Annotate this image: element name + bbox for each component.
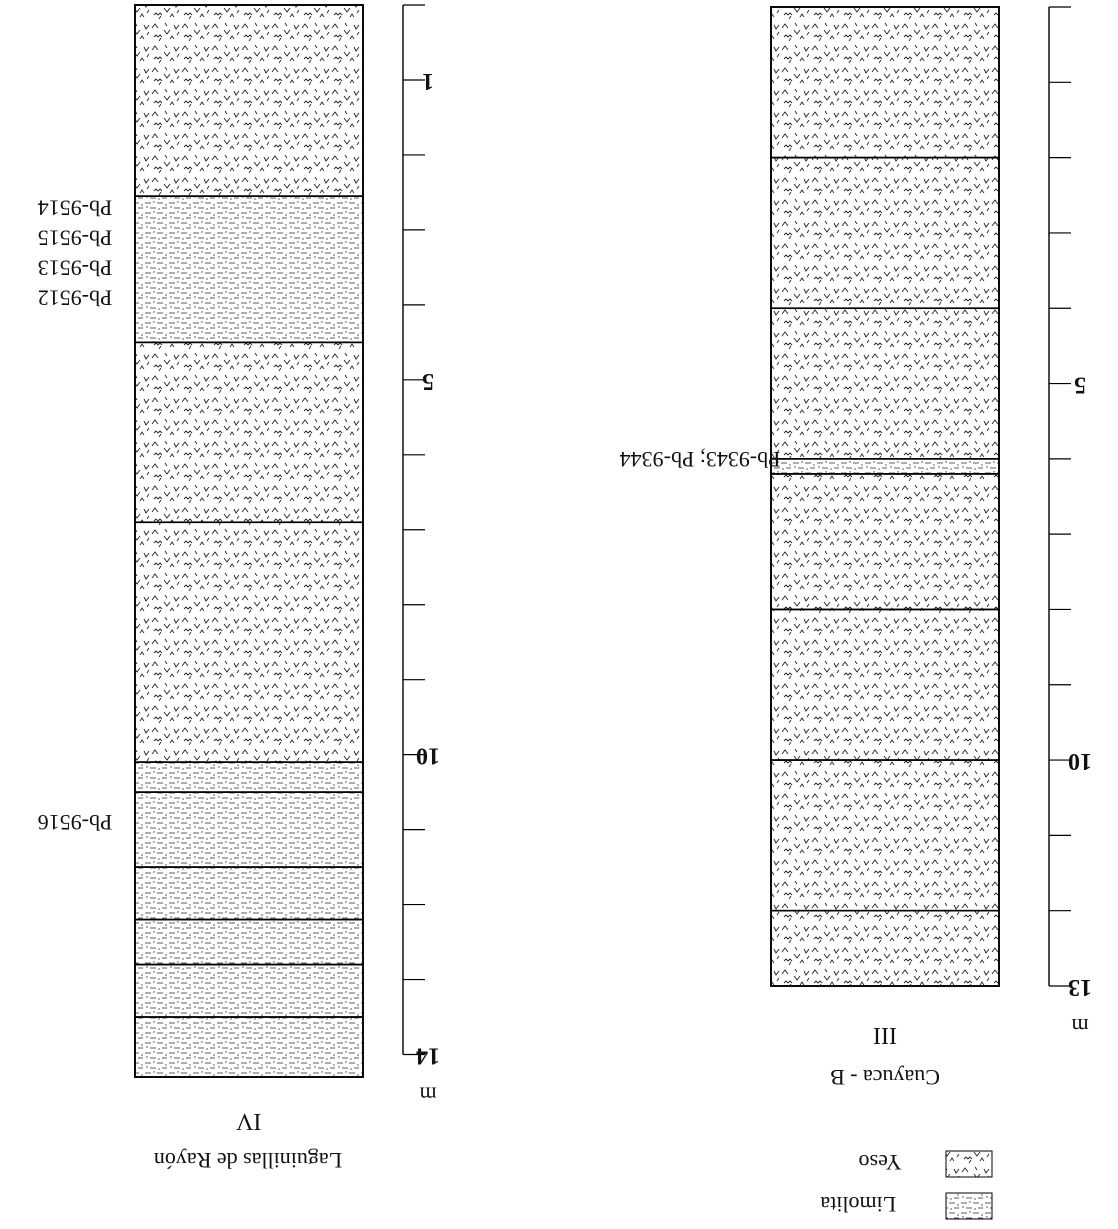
column-iv-layer-limolita (134, 791, 364, 868)
depth-unit-label: m (1071, 1014, 1088, 1039)
sample-label: Pb-9515 (38, 225, 113, 250)
column-iii-name: Cuayuca - B (830, 1065, 940, 1090)
column-iii-layer-yeso (770, 759, 1000, 912)
depth-label: 10 (416, 743, 440, 769)
legend-limolita-swatch (945, 1192, 993, 1220)
column-iii-layer-yeso (770, 473, 1000, 611)
column-iii-layer-yeso (770, 6, 1000, 159)
column-iii-frame (770, 6, 1000, 987)
depth-label: 5 (1074, 372, 1086, 398)
column-iv-layer-yeso (134, 521, 364, 763)
depth-label: 1 (422, 68, 434, 94)
column-iii-layer-yeso (770, 307, 1000, 460)
depth-label: 10 (1068, 748, 1092, 774)
column-iii-layer-yeso (770, 608, 1000, 761)
column-iv: 1 5 10 14 m Pb-9514 Pb-9515 Pb-9513 Pb-9512 Pb-95… (38, 4, 440, 1108)
column-iv-layer-limolita (134, 963, 364, 1018)
column-iv-layer-limolita (134, 866, 364, 921)
legend-limolita-label: Limolita (820, 1192, 896, 1217)
depth-label: 14 (416, 1043, 440, 1069)
depth-label: 5 (422, 368, 434, 394)
column-iv-layer-limolita (134, 918, 364, 966)
column-iv-layer-limolita (134, 1016, 364, 1078)
column-iii: 5 10 13 m Pb-9343; Pb-9344 (620, 6, 1092, 1039)
column-iii-number: III (873, 1022, 897, 1048)
column-iv-layer-yeso (134, 341, 364, 524)
sample-label: Pb-9514 (38, 195, 113, 220)
column-iv-frame (134, 4, 364, 1078)
legend-yeso-label: Yeso (858, 1150, 901, 1175)
sample-label: Pb-9343; Pb-9344 (620, 447, 781, 472)
column-iii-layer-limolita (770, 458, 1000, 475)
column-iii-layer-yeso (770, 156, 1000, 310)
column-iii-layer-yeso (770, 909, 1000, 987)
column-iv-layer-limolita (134, 761, 364, 793)
column-iv-layer-limolita (134, 195, 364, 344)
sample-label: Pb-9512 (38, 285, 113, 310)
column-iv-name: Laguinillas de Rayón (154, 1148, 342, 1173)
column-iv-number: IV (235, 1108, 261, 1134)
column-iv-layer-yeso (134, 4, 364, 197)
depth-label: 13 (1068, 974, 1092, 1000)
sample-label: Pb-9516 (38, 810, 113, 835)
depth-unit-label: m (419, 1083, 436, 1108)
legend-yeso-swatch (945, 1150, 993, 1178)
sample-label: Pb-9513 (38, 255, 113, 280)
